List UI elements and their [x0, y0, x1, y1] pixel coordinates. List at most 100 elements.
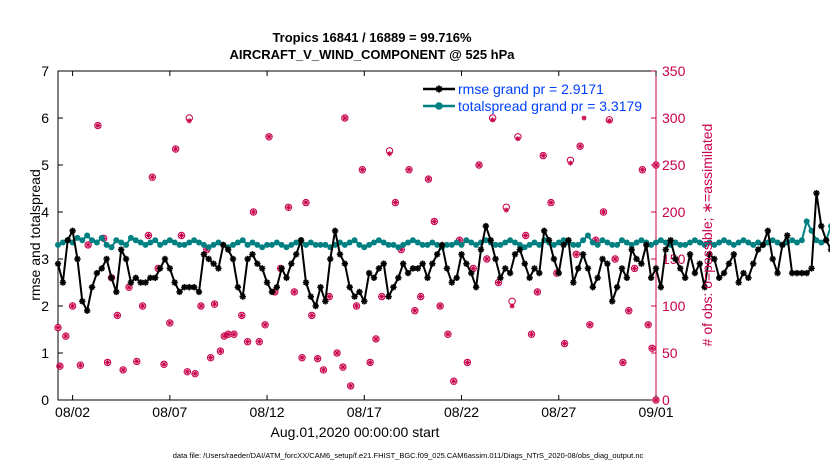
rmse-point	[429, 260, 436, 267]
rmse-point	[200, 251, 208, 258]
obs-assimilated-point	[445, 331, 451, 337]
obs-possible-point	[62, 332, 70, 340]
rmse-point	[122, 255, 130, 263]
obs-assimilated-point	[649, 345, 655, 351]
rmse-point	[229, 255, 237, 263]
x-tick-label: 08/27	[541, 404, 576, 420]
totalspread-point	[599, 237, 606, 244]
rmse-point	[327, 255, 334, 263]
rmse-point	[798, 269, 806, 277]
y-right-tick-label: 350	[662, 63, 686, 79]
rmse-point	[419, 260, 426, 267]
totalspread-point	[716, 239, 723, 246]
rmse-point	[108, 274, 115, 281]
totalspread-point	[181, 241, 188, 248]
totalspread-point	[653, 239, 659, 246]
obs-possible-point	[230, 330, 238, 338]
obs-possible-point	[638, 166, 647, 174]
rmse-point	[643, 241, 650, 249]
totalspread-point	[745, 239, 752, 246]
rmse-point	[293, 251, 300, 258]
obs-assimilated-point	[250, 209, 257, 215]
totalspread-point	[59, 239, 66, 246]
totalspread-point	[721, 237, 728, 244]
rmse-point	[118, 246, 125, 253]
obs-assimilated-point	[476, 162, 482, 168]
totalspread-point	[79, 237, 86, 244]
obs-possible-point	[619, 358, 627, 367]
totalspread-point	[191, 237, 198, 244]
obs-possible-point	[333, 349, 341, 357]
rmse-point	[769, 255, 776, 263]
obs-possible-point	[539, 151, 547, 160]
rmse-point	[579, 251, 587, 258]
obs-assimilated-point	[386, 151, 393, 157]
totalspread-point	[628, 241, 635, 248]
rmse-point	[93, 269, 101, 277]
totalspread-point	[609, 241, 616, 248]
rmse-point	[774, 269, 781, 277]
obs-possible-point	[430, 217, 439, 226]
obs-possible-point	[527, 330, 536, 338]
rmse-point	[54, 260, 62, 267]
totalspread-point	[186, 239, 193, 246]
obs-assimilated-point	[334, 350, 340, 356]
rmse-point	[181, 284, 188, 291]
totalspread-point	[725, 239, 732, 246]
totalspread-point	[662, 239, 669, 246]
rmse-point	[740, 269, 747, 277]
y-left-tick-label: 1	[41, 345, 49, 361]
obs-assimilated-point	[503, 207, 509, 213]
totalspread-point	[293, 239, 300, 246]
obs-assimilated-point	[303, 200, 309, 206]
obs-possible-point	[391, 198, 400, 207]
totalspread-point	[803, 218, 810, 225]
rmse-point	[307, 293, 315, 300]
x-tick-label: 08/22	[444, 404, 479, 420]
obs-assimilated-point	[198, 303, 204, 309]
totalspread-point	[706, 239, 713, 246]
rmse-point	[628, 246, 635, 253]
totalspread-point	[818, 239, 825, 246]
obs-possible-point	[138, 302, 147, 310]
rmse-point	[822, 237, 830, 244]
obs-assimilated-point	[173, 146, 179, 152]
obs-assimilated-point	[353, 303, 360, 309]
totalspread-point	[200, 241, 207, 248]
rmse-point	[399, 260, 407, 267]
totalspread-point	[531, 239, 538, 246]
totalspread-point	[152, 237, 159, 244]
rmse-point	[161, 255, 169, 263]
obs-assimilated-point	[126, 284, 132, 290]
obs-possible-point	[261, 321, 269, 329]
totalspread-point	[507, 237, 514, 244]
obs-assimilated-point	[309, 312, 315, 318]
rmse-point	[497, 274, 504, 281]
rmse-point	[98, 265, 105, 272]
obs-possible-point	[265, 133, 273, 141]
obs-possible-point	[298, 354, 306, 362]
obs-possible-point	[346, 382, 355, 390]
totalspread-point	[176, 241, 183, 248]
obs-possible-point	[572, 250, 580, 259]
rmse-point	[803, 269, 810, 277]
obs-assimilated-point	[425, 176, 432, 182]
rmse-point	[322, 298, 329, 305]
obs-assimilated-point	[509, 303, 515, 309]
obs-possible-point	[522, 231, 530, 240]
obs-assimilated-point	[418, 294, 424, 300]
obs-possible-point	[560, 339, 569, 348]
totalspread-point	[147, 239, 154, 246]
legend-rmse-label: rmse grand pr = 2.9171	[458, 81, 604, 97]
chart-subtitle: AIRCRAFT_V_WIND_COMPONENT @ 525 hPa	[230, 47, 516, 62]
totalspread-point	[283, 244, 290, 251]
rmse-point	[409, 265, 417, 272]
obs-possible-point	[436, 302, 444, 310]
obs-assimilated-point	[149, 174, 155, 180]
obs-assimilated-point	[221, 333, 227, 339]
obs-assimilated-point	[95, 122, 101, 129]
rmse-point	[156, 265, 164, 272]
y-right-tick-label: 100	[662, 298, 686, 314]
rmse-point	[414, 265, 421, 272]
totalspread-point	[234, 239, 241, 246]
